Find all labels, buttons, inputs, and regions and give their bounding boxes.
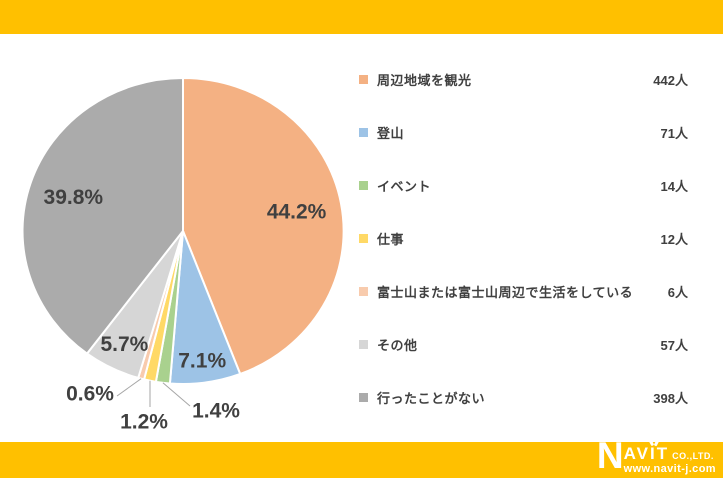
leader-line-5 (116, 378, 142, 397)
leader-line-3 (162, 382, 191, 407)
legend-label: 仕事 (377, 232, 405, 247)
legend-item-work: 仕事 12人 (359, 212, 688, 265)
logo-avit-text: AV IT (624, 439, 669, 462)
pie-slice-1 (182, 77, 345, 375)
legend-label: 行ったことがない (377, 391, 486, 406)
legend: 周辺地域を観光 442人 登山 71人 イベント 14人 仕事 12人 富士山ま… (359, 53, 688, 424)
legend-label: 登山 (377, 126, 405, 141)
legend-marker (359, 234, 368, 243)
legend-label: 周辺地域を観光 (377, 73, 472, 88)
legend-marker (359, 75, 368, 84)
legend-count: 14人 (660, 179, 688, 194)
legend-count: 12人 (660, 232, 688, 247)
top-band (0, 0, 723, 34)
legend-count: 71人 (660, 126, 688, 141)
legend-label: その他 (377, 338, 418, 353)
pie-percent-label-3: 1.4% (192, 400, 240, 423)
legend-item-climbing: 登山 71人 (359, 106, 688, 159)
pie-percent-label-6: 5.7% (100, 333, 148, 356)
legend-item-other: その他 57人 (359, 318, 688, 371)
legend-count: 57人 (660, 338, 688, 353)
pie-percent-label-7: 39.8% (44, 186, 104, 209)
pie-percent-label-2: 7.1% (178, 349, 226, 372)
legend-marker (359, 393, 368, 402)
navit-logo: N AV IT CO.,LTD. www.navit-j.com (596, 435, 716, 476)
legend-marker (359, 287, 368, 296)
legend-label: 富士山または富士山周辺で生活をしている (377, 285, 634, 300)
logo-right-block: AV IT CO.,LTD. www.navit-j.com (623, 439, 716, 475)
legend-item-event: イベント 14人 (359, 159, 688, 212)
legend-item-never: 行ったことがない 398人 (359, 371, 688, 424)
pie-percent-label-4: 1.2% (120, 411, 168, 434)
logo-wordmark: AV IT CO.,LTD. (624, 439, 716, 462)
legend-count: 6人 (667, 285, 688, 300)
legend-marker (359, 128, 368, 137)
legend-count: 398人 (653, 391, 688, 406)
logo-website-url: www.navit-j.com (623, 463, 716, 475)
pie-percent-label-5: 0.6% (66, 383, 114, 406)
bottom-band: N AV IT CO.,LTD. www.navit-j.com (0, 435, 723, 478)
legend-marker (359, 340, 368, 349)
pie-slice-7 (21, 77, 184, 355)
legend-item-living: 富士山または富士山周辺で生活をしている 6人 (359, 265, 688, 318)
pie-percent-label-1: 44.2% (267, 201, 327, 224)
legend-marker (359, 181, 368, 190)
logo-letter-n: N (596, 435, 624, 476)
legend-label: イベント (377, 179, 432, 194)
logo-rabbit-ear-i: I (648, 439, 659, 462)
logo-co-ltd: CO.,LTD. (672, 451, 714, 461)
legend-item-tourism: 周辺地域を観光 442人 (359, 53, 688, 106)
legend-count: 442人 (653, 73, 688, 88)
